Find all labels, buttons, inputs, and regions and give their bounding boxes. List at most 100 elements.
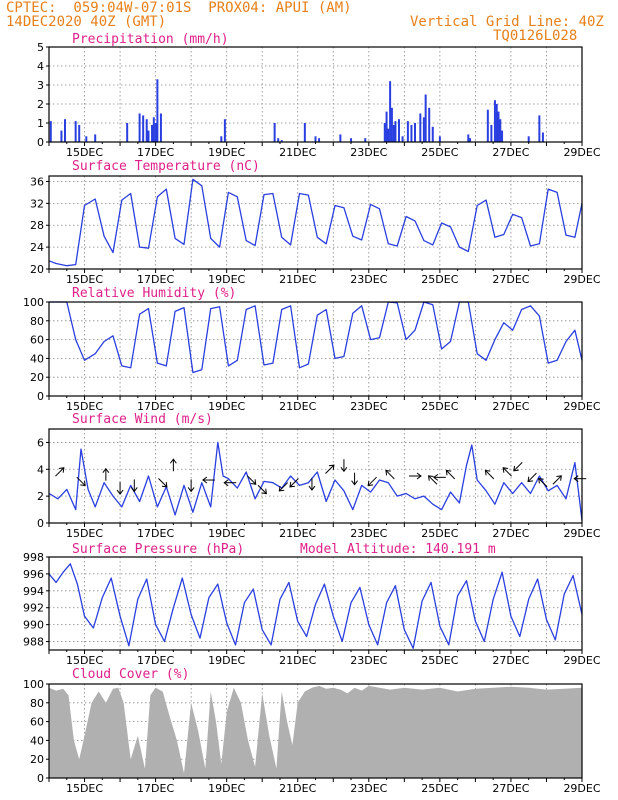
wind-arrow-head [130, 487, 138, 493]
x-tick-label: 19DEC [208, 400, 245, 413]
header-model-code: TQ0126L028 [493, 28, 578, 44]
wind-arrow [158, 478, 168, 488]
y-tick-label: 3 [37, 79, 44, 92]
wind-arrow-shaft [367, 476, 377, 486]
precip-bar [410, 124, 413, 142]
x-tick-label: 29DEC [563, 400, 600, 413]
precip-bar [499, 119, 502, 142]
y-tick-label: 40 [30, 352, 44, 365]
precip-bar [493, 100, 496, 142]
x-tick-label: 25DEC [421, 782, 458, 795]
wind-arrow [308, 478, 316, 491]
panel-title: Surface Pressure (hPa) [72, 542, 244, 557]
precip-bar [390, 107, 393, 142]
plot-frame [48, 428, 583, 524]
y-tick-label: 80 [30, 315, 44, 328]
wind-arrow [130, 479, 138, 493]
precip-bar [538, 115, 541, 142]
wind-arrow-shaft [246, 475, 257, 485]
y-tick-label: 20 [30, 263, 44, 276]
x-tick-label: 17DEC [137, 400, 174, 413]
x-tick-label: 23DEC [350, 782, 387, 795]
wind-arrow-shaft [502, 467, 512, 477]
x-tick-label: 23DEC [350, 654, 387, 667]
precip-bar [490, 124, 493, 142]
wind-arrow-head [116, 489, 124, 495]
wind-arrow-shaft [385, 470, 395, 480]
precip-bar [501, 130, 504, 142]
wind-arrow [385, 469, 395, 480]
precip-bar [438, 136, 441, 142]
precip-bar [541, 132, 544, 142]
wind-arrow-head [340, 466, 348, 473]
y-tick-label: 1 [37, 117, 44, 130]
y-tick-label: 60 [30, 716, 44, 729]
wind-arrow [169, 458, 177, 472]
wind-arrow-head [513, 465, 519, 472]
wind-arrow-shaft [527, 472, 537, 482]
panel-wind: Surface Wind (m/s) 0 2 4 6 15DEC 17DEC 19DEC 21D… [37, 412, 601, 540]
y-tick-label: 996 [23, 568, 44, 581]
x-tick-label: 19DEC [208, 273, 245, 286]
precip-bar [303, 123, 306, 142]
plot-frame [48, 175, 583, 270]
x-tick-label: 25DEC [421, 527, 458, 540]
plot-frame [48, 46, 583, 143]
y-tick-label: 36 [30, 175, 44, 188]
x-tick-label: 29DEC [563, 527, 600, 540]
x-tick-label: 27DEC [492, 400, 529, 413]
y-tick-label: 992 [23, 602, 44, 615]
y-tick-label: 994 [23, 585, 44, 598]
y-tick-label: 24 [30, 241, 44, 254]
wind-arrow [202, 476, 215, 484]
wind-arrow-head [289, 481, 295, 488]
wind-arrow-head [187, 487, 195, 493]
y-tick-label: 60 [30, 334, 44, 347]
y-tick-label: 998 [23, 551, 44, 564]
precip-bar [469, 138, 472, 142]
wind-arrow-head [278, 485, 285, 492]
x-tick-label: 27DEC [492, 782, 529, 795]
series-line [49, 301, 583, 374]
wind-arrow [408, 472, 422, 480]
panel-temp: Surface Temperature (nC) 20 24 28 32 36 15DEC 1… [30, 159, 601, 286]
precip-bar [145, 119, 148, 142]
precip-bar [220, 136, 223, 142]
precip-bar [495, 104, 498, 142]
panel-title: Surface Wind (m/s) [72, 412, 213, 427]
wind-arrow [502, 467, 512, 477]
x-tick-label: 15DEC [66, 654, 103, 667]
x-tick-label: 17DEC [137, 782, 174, 795]
y-tick-label: 0 [37, 517, 44, 530]
x-tick-label: 27DEC [492, 273, 529, 286]
wind-arrow-shaft [76, 476, 86, 486]
x-tick-label: 29DEC [563, 273, 600, 286]
y-tick-label: 6 [37, 436, 44, 449]
precip-bar [223, 119, 226, 142]
wind-arrow-head [202, 476, 208, 484]
x-tick-label: 21DEC [279, 527, 316, 540]
wind-arrow [433, 473, 446, 481]
wind-arrow-shaft [513, 462, 523, 472]
x-tick-label: 15DEC [66, 146, 103, 159]
wind-arrow-shaft [325, 464, 335, 474]
wind-arrow-shaft [55, 467, 65, 477]
wind-arrow [102, 467, 110, 481]
precip-bar [273, 123, 276, 142]
precip-bar [398, 119, 401, 142]
precip-bar [78, 124, 81, 142]
wind-arrow [573, 475, 587, 483]
x-tick-label: 15DEC [66, 273, 103, 286]
header-location: CPTEC: 059:04W-07:01S PROX04: APUI (AM) [6, 0, 352, 16]
wind-arrow-shaft [445, 470, 456, 480]
precip-bar [60, 130, 63, 142]
wind-arrow-shaft [278, 482, 289, 492]
y-tick-label: 4 [37, 60, 44, 73]
y-tick-label: 0 [37, 390, 44, 403]
x-tick-label: 25DEC [421, 146, 458, 159]
wind-arrow-head [351, 480, 358, 486]
precip-bar [339, 134, 342, 142]
wind-arrow-shaft [428, 475, 438, 485]
x-tick-label: 17DEC [137, 146, 174, 159]
